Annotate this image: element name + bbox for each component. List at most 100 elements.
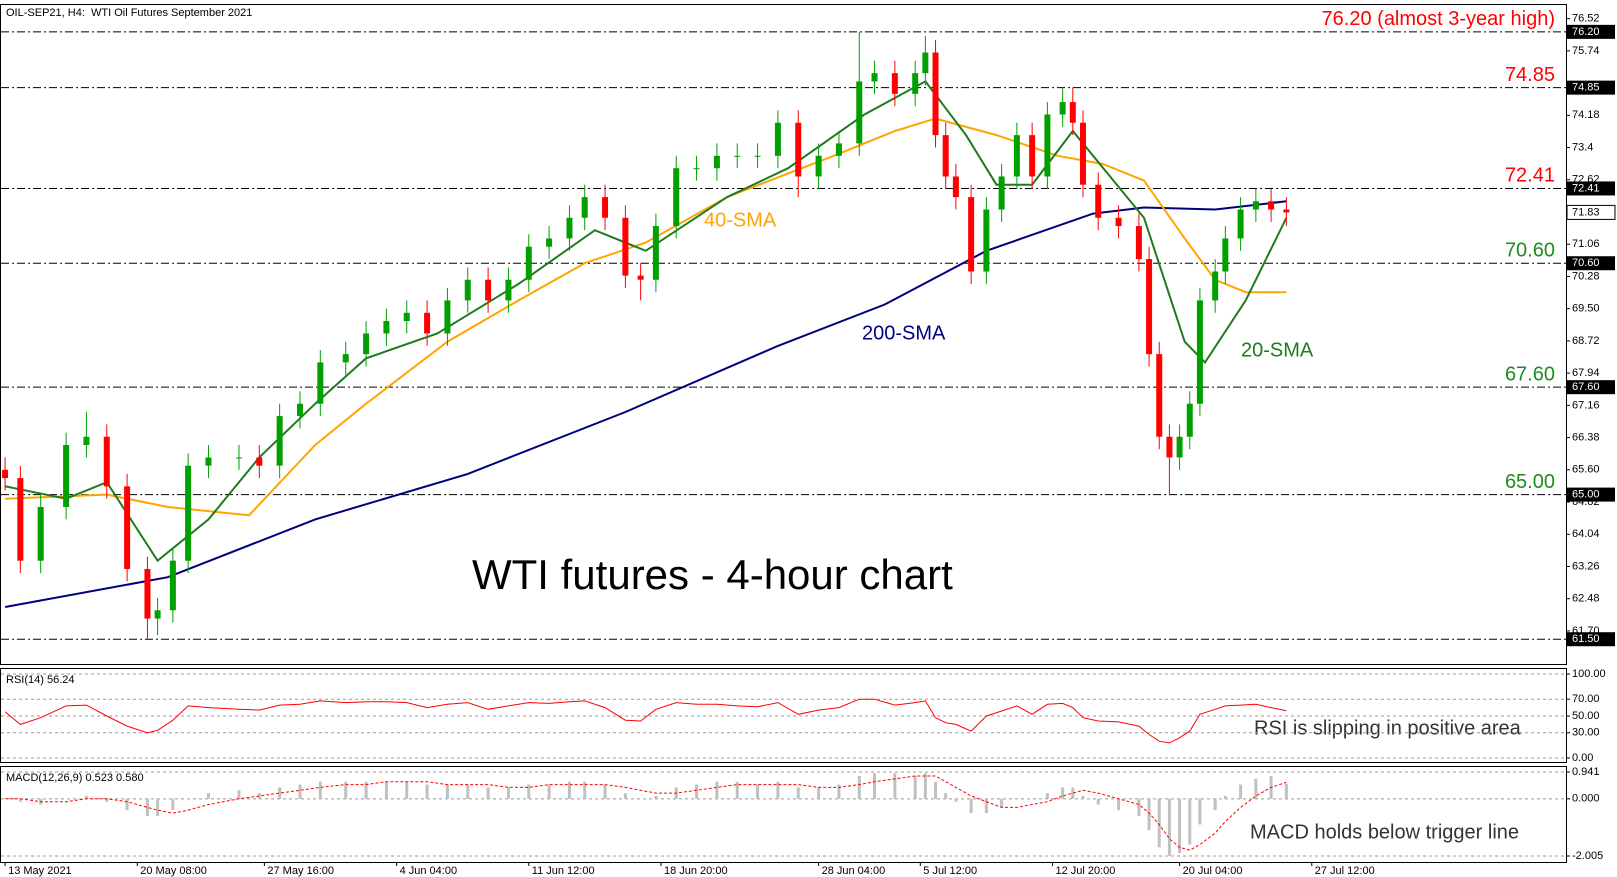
macd-bar — [913, 776, 917, 799]
candle-body — [546, 238, 553, 247]
macd-bar — [1178, 798, 1182, 854]
indicator-line — [4, 698, 1287, 744]
macd-bar — [623, 793, 627, 799]
macd-annotation: MACD holds below trigger line — [1250, 821, 1519, 843]
macd-bar — [1000, 798, 1004, 808]
candle-body — [932, 52, 939, 136]
y-tick-label: 70.28 — [1572, 270, 1600, 282]
candle-body — [444, 300, 451, 334]
macd-bar — [1213, 798, 1217, 811]
x-tick-label: 12 Jul 20:00 — [1055, 865, 1115, 877]
y-tick-label: 69.50 — [1572, 303, 1600, 315]
macd-bar — [318, 781, 322, 799]
macd-bar — [1045, 793, 1049, 799]
macd-bar — [1223, 795, 1227, 799]
candle-body — [485, 279, 492, 301]
candle-body — [1069, 102, 1076, 123]
candle-body — [1135, 226, 1142, 260]
macd-bar — [984, 798, 988, 814]
candle-body — [622, 217, 629, 276]
macd-bar — [1117, 798, 1121, 811]
sma-label: 40-SMA — [704, 209, 777, 231]
rsi-annotation: RSI is slipping in positive area — [1254, 717, 1522, 739]
macd-bar — [1167, 798, 1171, 856]
macd-bar — [893, 773, 897, 799]
macd-panel — [0, 766, 1567, 863]
level-axis-box — [1567, 80, 1615, 95]
candle-body — [1079, 122, 1086, 185]
macd-bar — [384, 781, 388, 799]
main-panel — [0, 4, 1567, 665]
y-tick-label: 65.60 — [1572, 464, 1600, 476]
candle-body — [912, 73, 919, 94]
macd-bar — [364, 781, 368, 799]
candle-body — [276, 416, 283, 466]
y-tick-label: 0.941 — [1572, 766, 1600, 778]
x-tick-label: 27 May 16:00 — [267, 865, 334, 877]
sma-line — [4, 80, 1288, 563]
y-tick-label: 68.72 — [1572, 335, 1600, 347]
candle-body — [856, 81, 863, 144]
macd-bar — [506, 787, 510, 799]
macd-bar — [171, 798, 175, 811]
candle-body — [1222, 238, 1229, 272]
level-axis-box — [1567, 256, 1615, 271]
x-tick-label: 5 Jul 12:00 — [923, 865, 977, 877]
candle-body — [983, 209, 990, 272]
y-tick-label: 62.48 — [1572, 593, 1600, 605]
macd-bar — [735, 781, 739, 799]
last-price-box — [1566, 204, 1616, 220]
candle-body — [1044, 114, 1051, 177]
x-tick-label: 18 Jun 20:00 — [664, 865, 728, 877]
x-tick-label: 20 Jul 04:00 — [1183, 865, 1243, 877]
x-tick-label: 4 Jun 04:00 — [400, 865, 458, 877]
candle-body — [103, 436, 110, 487]
x-tick-label: 20 May 08:00 — [140, 865, 207, 877]
macd-bar — [425, 784, 429, 799]
y-tick-label: 63.26 — [1572, 560, 1600, 572]
level-label: 72.41 — [1505, 165, 1555, 187]
candle-body — [1013, 135, 1020, 177]
y-tick-label: 0.000 — [1572, 793, 1600, 805]
level-axis-label: 67.60 — [1572, 381, 1600, 393]
macd-bar — [257, 793, 261, 799]
y-tick-label: -2.005 — [1572, 850, 1603, 862]
candle-body — [1095, 184, 1102, 218]
candle-body — [1059, 102, 1066, 115]
macd-bar — [1137, 798, 1141, 816]
macd-bar — [145, 798, 149, 816]
level-axis-label: 70.60 — [1572, 257, 1600, 269]
macd-bar — [105, 798, 109, 802]
level-axis-box — [1567, 487, 1615, 502]
candle-body — [637, 275, 644, 280]
candle-body — [317, 362, 324, 404]
candle-body — [296, 403, 303, 417]
macd-bar — [603, 784, 607, 799]
macd-bar — [237, 790, 241, 799]
candle-body — [1283, 209, 1290, 213]
y-tick-label: 76.52 — [1572, 13, 1600, 25]
level-axis-label: 72.41 — [1572, 182, 1600, 194]
candle-body — [754, 155, 761, 157]
macd-bar — [1254, 778, 1258, 799]
candle-body — [1029, 135, 1036, 177]
level-label: 65.00 — [1505, 471, 1555, 493]
candle-body — [256, 457, 263, 466]
candle-body — [815, 155, 822, 177]
macd-bar — [466, 784, 470, 799]
candle-body — [17, 478, 24, 561]
macd-bar — [934, 781, 938, 799]
macd-bar — [837, 784, 841, 799]
macd-bar — [1147, 798, 1151, 831]
macd-bar — [1239, 784, 1243, 799]
x-tick-label: 13 May 2021 — [8, 865, 72, 877]
sma-line — [5, 117, 1287, 517]
x-tick-label: 28 Jun 04:00 — [822, 865, 886, 877]
candle-body — [235, 457, 242, 459]
macd-bar — [1284, 783, 1288, 799]
y-tick-label: 74.18 — [1572, 109, 1600, 121]
candle-body — [525, 246, 532, 280]
candle-body — [1196, 300, 1203, 404]
candle-body — [1268, 201, 1275, 210]
